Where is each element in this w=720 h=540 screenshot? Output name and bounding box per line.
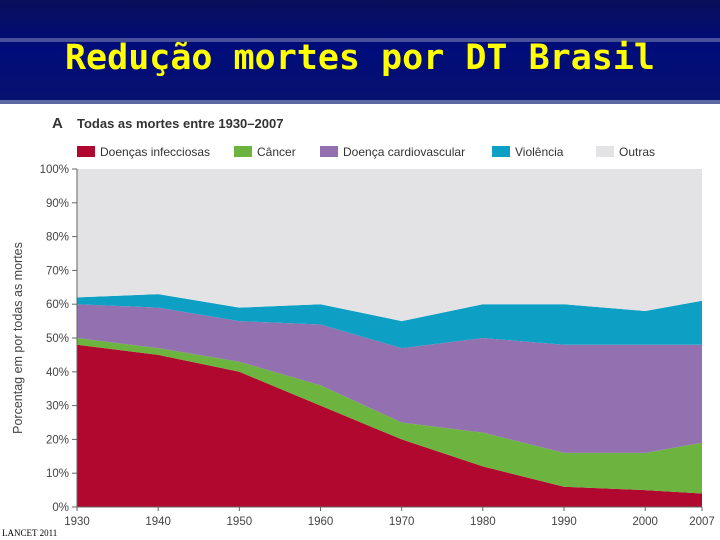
y-tick-label: 70% (46, 265, 69, 277)
y-tick-label: 60% (46, 299, 69, 311)
area-series-2 (77, 304, 702, 453)
banner-stripe-bottom (0, 100, 720, 104)
slide-title: Redução mortes por DT Brasil (64, 38, 655, 78)
area-series-3 (77, 294, 702, 349)
x-tick-label: 1930 (64, 516, 90, 528)
x-tick-label: 1960 (308, 516, 334, 528)
y-tick-label: 40% (46, 367, 69, 379)
y-tick-label: 20% (46, 434, 69, 446)
legend-swatch-2 (320, 146, 338, 157)
x-tick-label: 1990 (551, 516, 577, 528)
y-axis-label: Porcentag em por todas as mortes (11, 242, 25, 434)
panel-letter: A (52, 115, 63, 132)
legend-label-0: Doenças infecciosas (100, 145, 210, 159)
x-tick-label: 1950 (227, 516, 253, 528)
legend-swatch-1 (234, 146, 252, 157)
legend-label-2: Doença cardiovascular (343, 145, 465, 159)
y-tick-label: 10% (46, 468, 69, 480)
x-tick-label: 2000 (632, 516, 658, 528)
legend-label-4: Outras (619, 145, 655, 159)
chart-title: Todas as mortes entre 1930–2007 (77, 116, 283, 131)
x-tick-label: 1980 (470, 516, 496, 528)
legend-label-1: Câncer (257, 145, 296, 159)
y-tick-label: 50% (46, 333, 69, 345)
area-series-4 (77, 169, 702, 322)
legend-label-3: Violência (515, 145, 564, 159)
x-tick-label: 1940 (145, 516, 171, 528)
source-citation: LANCET 2011 (2, 528, 58, 538)
legend-swatch-0 (77, 146, 95, 157)
y-tick-label: 90% (46, 198, 69, 210)
area-series-1 (77, 338, 702, 494)
legend-swatch-3 (492, 146, 510, 157)
banner-stripe (0, 38, 720, 42)
title-banner (0, 0, 720, 104)
legend-swatch-4 (596, 146, 614, 157)
y-tick-label: 100% (40, 164, 69, 176)
y-tick-label: 30% (46, 401, 69, 413)
x-tick-label: 1970 (389, 516, 415, 528)
x-tick-label: 2007 (689, 516, 715, 528)
area-series-0 (77, 344, 702, 507)
y-tick-label: 0% (52, 502, 69, 514)
y-tick-label: 80% (46, 232, 69, 244)
